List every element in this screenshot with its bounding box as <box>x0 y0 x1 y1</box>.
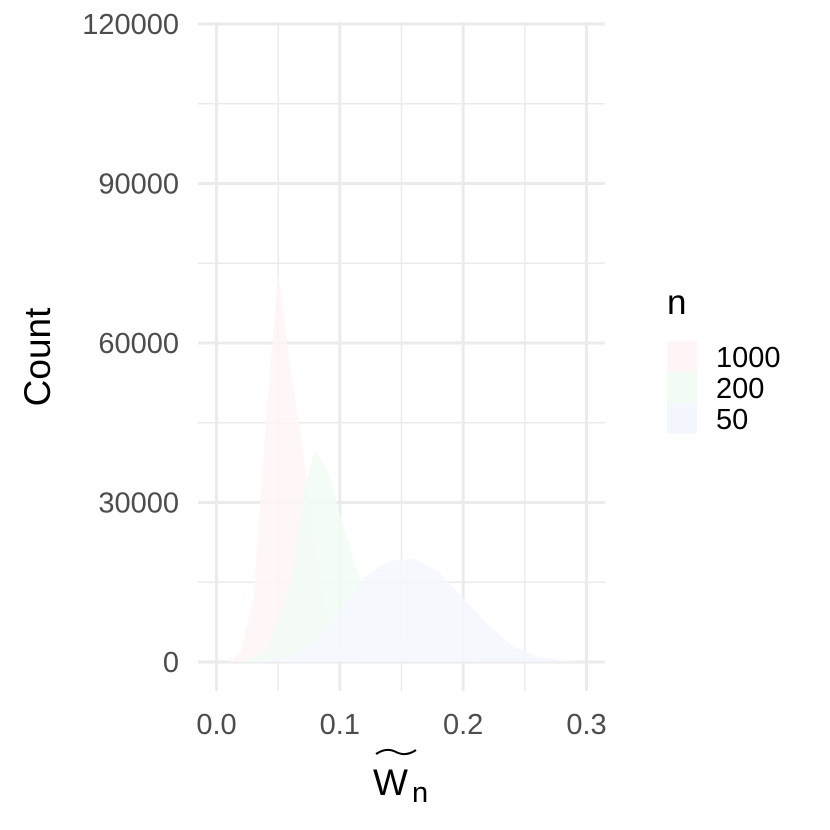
x-axis-title-subscript: n <box>412 777 428 809</box>
x-tick-label: 0.3 <box>566 709 606 741</box>
y-axis-tick-labels: 0 30000 60000 90000 120000 <box>82 9 179 679</box>
x-tick-label: 0.2 <box>443 709 483 741</box>
x-tick-label: 0.0 <box>196 709 236 741</box>
legend-key-200 <box>667 372 697 403</box>
y-axis-title: Count <box>17 307 58 406</box>
x-axis-title-symbol: W <box>373 762 408 803</box>
legend-key-1000 <box>667 341 697 372</box>
x-axis-title: W n <box>373 748 428 809</box>
density-areas <box>228 273 587 662</box>
y-tick-label: 90000 <box>98 169 179 201</box>
x-axis-tick-labels: 0.0 0.1 0.2 0.3 <box>196 709 606 741</box>
y-tick-label: 120000 <box>82 9 179 41</box>
y-tick-label: 30000 <box>98 488 179 520</box>
legend-label-200: 200 <box>716 373 764 405</box>
y-tick-label: 60000 <box>98 328 179 360</box>
x-tick-label: 0.1 <box>320 709 360 741</box>
legend-key-50 <box>667 403 697 434</box>
legend-label-1000: 1000 <box>716 342 781 374</box>
legend-label-50: 50 <box>716 404 748 436</box>
density-area-n-1000 <box>228 273 365 662</box>
density-area-n-200 <box>241 449 488 662</box>
x-axis-title-tilde <box>375 748 417 756</box>
y-tick-label: 0 <box>163 647 179 679</box>
density-area-n-50 <box>253 558 587 662</box>
legend-title: n <box>667 283 686 322</box>
